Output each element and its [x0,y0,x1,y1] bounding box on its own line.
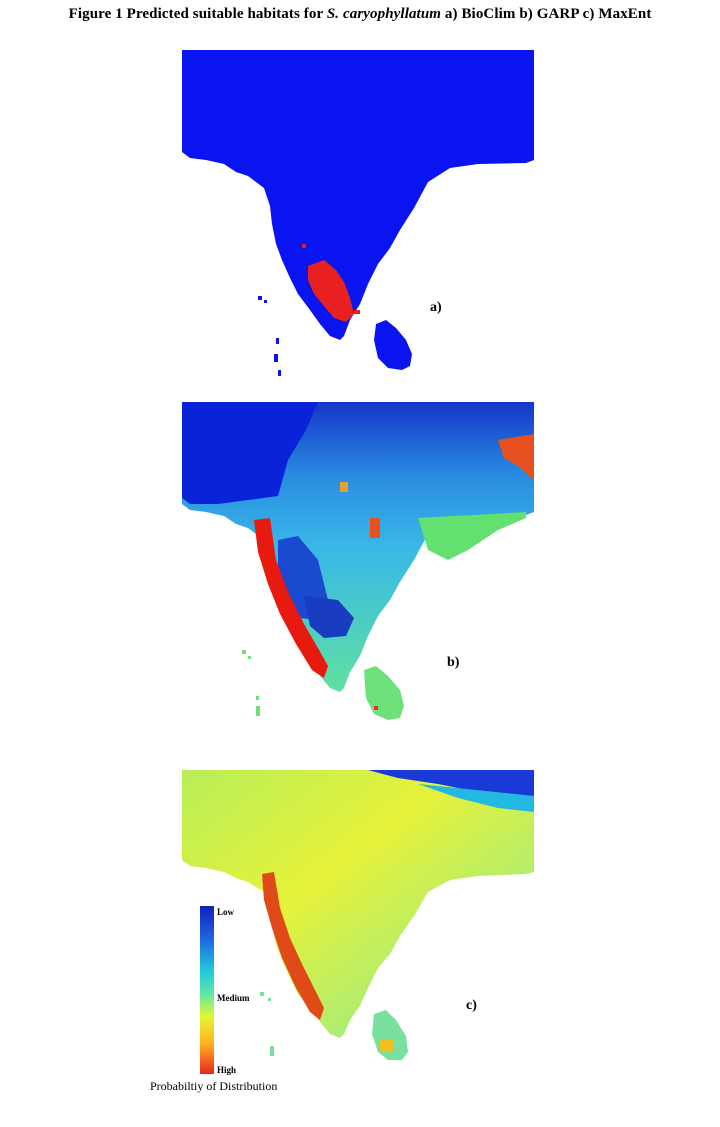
india-landmass-c [182,770,534,1038]
species-name: S. caryophyllatum [326,6,442,22]
sri-lanka-c [372,1010,408,1060]
western-ghats-c [262,872,324,1020]
map-maxent [182,770,534,1060]
legend-low-label: Low [217,907,235,917]
legend-high-label: High [217,1065,237,1075]
panel-label-a: a) [430,300,442,315]
panel-label-b: b) [447,655,460,670]
panel-label-c: c) [466,998,477,1013]
sri-lanka-a [374,320,412,370]
suitable-area-a [308,260,354,322]
map-bioclim [182,50,534,376]
north-low-band-b [182,402,318,504]
probability-color-scale [200,906,214,1074]
western-ghats-b [254,518,328,678]
map-garp [182,402,534,720]
legend-medium-label: Medium [217,993,250,1003]
india-landmass-a [182,50,534,340]
legend-title: Probabiltiy of Distribution [150,1079,278,1093]
sri-lanka-b [364,666,404,720]
figure-caption: Figure 1 Predicted suitable habitats for… [68,6,652,22]
